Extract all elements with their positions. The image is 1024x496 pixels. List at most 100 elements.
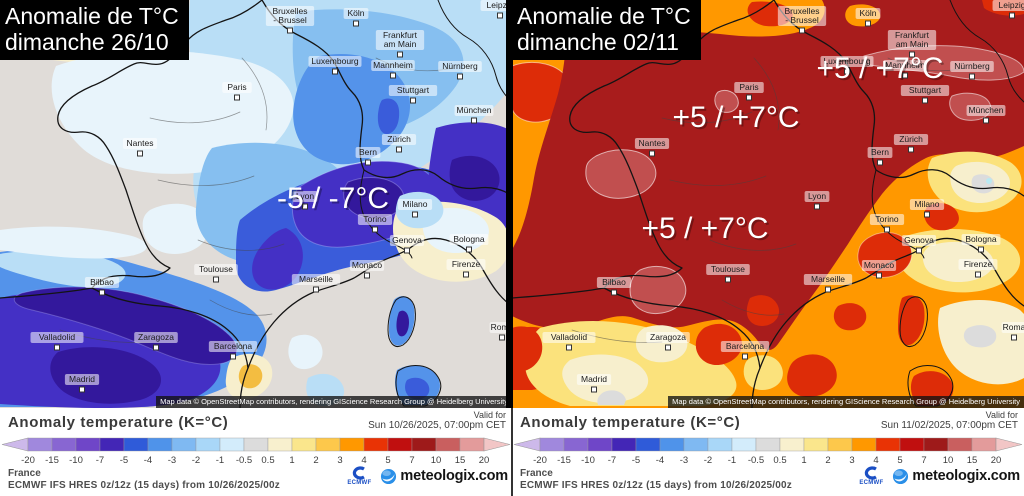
city-label: Nürnberg (950, 61, 994, 80)
meteologix-logo[interactable]: meteologix.com (892, 468, 1020, 485)
city-marker (908, 146, 914, 153)
city-marker (814, 203, 820, 210)
city-marker (230, 353, 236, 360)
colorbar-segment (659, 437, 685, 452)
city-marker (649, 150, 655, 157)
colorbar-segment (563, 437, 589, 452)
city-label: Zaragoza (646, 332, 690, 351)
city-label: Stuttgart (388, 85, 438, 104)
colorbar-tick: 0.5 (261, 455, 274, 466)
meteologix-globe-icon (381, 468, 397, 484)
svg-text:Toulouse: Toulouse (711, 264, 745, 274)
colorbar-segment (923, 437, 949, 452)
city-marker (137, 150, 143, 157)
map-attribution[interactable]: Map data © OpenStreetMap contributors, r… (156, 396, 512, 408)
ecmwf-logo[interactable]: ECMWF (344, 466, 374, 486)
map-region (787, 354, 837, 398)
map-annotation: +5 / +7°C (641, 212, 768, 245)
map-region (833, 303, 867, 331)
colorbar-segment (51, 437, 77, 452)
svg-text:Toulouse: Toulouse (199, 264, 233, 274)
svg-text:Bruxelles: Bruxelles (785, 6, 820, 16)
svg-text:Valladolid: Valladolid (39, 332, 76, 342)
colorbar-tick: -7 (96, 455, 104, 466)
colorbar-arrow-right (483, 437, 511, 452)
map-annotation-shadow: +5 / +7°C (643, 214, 770, 247)
colorbar-tick: 20 (479, 455, 490, 466)
city-marker (877, 159, 883, 166)
map-annotation-shadow: +5 / +7°C (674, 103, 801, 136)
ecmwf-logo[interactable]: ECMWF (856, 466, 886, 486)
anomaly-colorbar: -20 -15 -10 -7 -5 -4 -3 -2 -1 -0.5 0.5 1 2 3 4 5 7 10 15 20 (1, 437, 511, 466)
svg-text:Zaragoza: Zaragoza (138, 332, 174, 342)
city-label: Köln (343, 8, 369, 27)
map-attribution[interactable]: Map data © OpenStreetMap contributors, r… (668, 396, 1024, 408)
map-region (142, 203, 209, 254)
svg-text:Stuttgart: Stuttgart (397, 85, 430, 95)
city-label: Roma (1001, 322, 1024, 341)
map-annotation-shadow: +5 / +7°C (818, 54, 945, 87)
map-annotation: +5 / +7°C (816, 52, 943, 85)
colorbar-segment (243, 437, 269, 452)
border-line (907, 365, 954, 407)
colorbar-segment (219, 437, 245, 452)
city-marker (365, 159, 371, 166)
city-marker (332, 68, 338, 75)
map-region (585, 149, 657, 199)
colorbar-segment (971, 437, 997, 452)
colorbar-tick: 0.5 (773, 455, 786, 466)
colorbar-tick: 10 (943, 455, 954, 466)
map-region (597, 390, 626, 405)
city-label: Barcelona (208, 341, 258, 360)
svg-text:Marseille: Marseille (811, 274, 845, 284)
city-label: Firenze (958, 259, 998, 278)
city-marker (353, 20, 359, 27)
svg-text:Zürich: Zürich (387, 134, 411, 144)
valid-for-block: Valid for Sun 10/26/2025, 07:00pm CET (368, 410, 506, 431)
city-label: Mannheim (371, 60, 415, 79)
svg-text:Marseille: Marseille (299, 274, 333, 284)
colorbar-segment (851, 437, 877, 452)
city-marker (466, 246, 472, 253)
svg-text:Paris: Paris (739, 82, 758, 92)
colorbar-segment (611, 437, 637, 452)
panel-divider (506, 0, 513, 408)
svg-text:Madrid: Madrid (581, 374, 607, 384)
map-wrap-left: Bruxelles - Brussel Köln Leipzig Frankfurt am… (0, 0, 512, 408)
city-marker (54, 344, 60, 351)
colorbar-arrow-left (513, 437, 541, 452)
city-marker (924, 211, 930, 218)
city-marker (79, 386, 85, 393)
border-line (149, 111, 241, 124)
anomaly-map-right[interactable]: Bruxelles- Brussel Köln Leipzig Frankfurtam… (512, 0, 1024, 408)
map-region (252, 228, 303, 290)
svg-text:Bologna: Bologna (965, 234, 996, 244)
colorbar-segment (731, 437, 757, 452)
border-line (157, 175, 255, 186)
border-line (669, 175, 767, 186)
svg-text:Barcelona: Barcelona (726, 341, 765, 351)
colorbar-tick: 3 (337, 455, 342, 466)
city-marker (153, 344, 159, 351)
svg-text:Stuttgart: Stuttgart (909, 85, 942, 95)
city-marker (983, 117, 989, 124)
city-marker (611, 289, 617, 296)
anomaly-map-left[interactable]: Bruxelles- Brussel Köln Leipzig Frankfurtam… (0, 0, 512, 408)
city-label: Luxembourg (308, 56, 362, 75)
map-region (449, 155, 500, 201)
colorbar-tick: -2 (192, 455, 200, 466)
map-region (396, 310, 409, 337)
colorbar-tick: 1 (801, 455, 806, 466)
city-marker (909, 51, 915, 58)
city-label: Lyon (292, 191, 318, 210)
border-line (197, 239, 285, 251)
colorbar-segment (779, 437, 805, 452)
svg-text:Bern: Bern (871, 147, 889, 157)
city-label: Bilbao (596, 277, 632, 296)
meteologix-logo[interactable]: meteologix.com (380, 468, 508, 485)
colorbar-tick: 2 (825, 455, 830, 466)
svg-text:Bern: Bern (359, 147, 377, 157)
map-region (405, 377, 430, 400)
